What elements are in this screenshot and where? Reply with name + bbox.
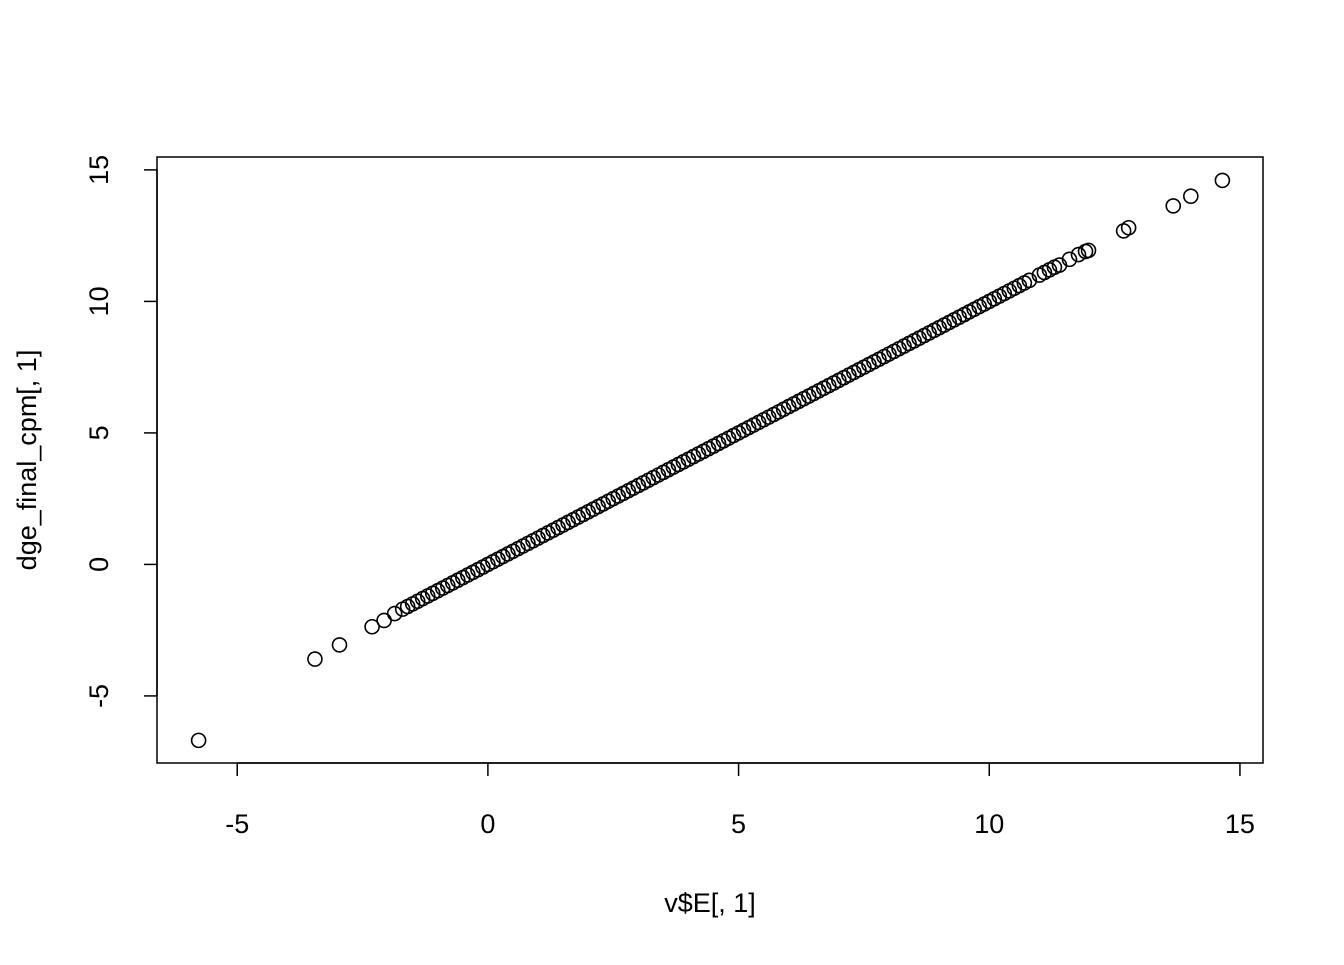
plot-box — [156, 156, 1264, 764]
y-axis-label: dge_final_cpm[, 1] — [12, 350, 42, 571]
point — [190, 732, 207, 749]
point — [1165, 198, 1182, 214]
point — [1120, 219, 1137, 236]
point — [1115, 223, 1132, 239]
point — [331, 637, 348, 653]
point — [386, 605, 403, 622]
point — [307, 651, 323, 667]
x-tick-label: -5 — [225, 809, 249, 839]
point — [1021, 272, 1038, 289]
point — [376, 612, 392, 629]
y-tick-label: 15 — [84, 155, 114, 185]
point — [1070, 246, 1087, 263]
y-tick-label: 5 — [84, 425, 114, 440]
y-tick-label: -5 — [84, 684, 114, 708]
point — [364, 618, 380, 635]
point — [1080, 242, 1097, 259]
x-tick-label: 15 — [1225, 809, 1255, 839]
y-tick-label: 0 — [84, 557, 114, 572]
point — [1061, 251, 1078, 268]
point — [1183, 188, 1199, 204]
point — [1214, 172, 1231, 189]
x-tick-label: 10 — [974, 809, 1004, 839]
x-axis-label: v$E[, 1] — [664, 888, 756, 918]
y-tick-label: 10 — [84, 286, 114, 316]
x-tick-label: 5 — [731, 809, 746, 839]
x-tick-label: 0 — [480, 809, 495, 839]
